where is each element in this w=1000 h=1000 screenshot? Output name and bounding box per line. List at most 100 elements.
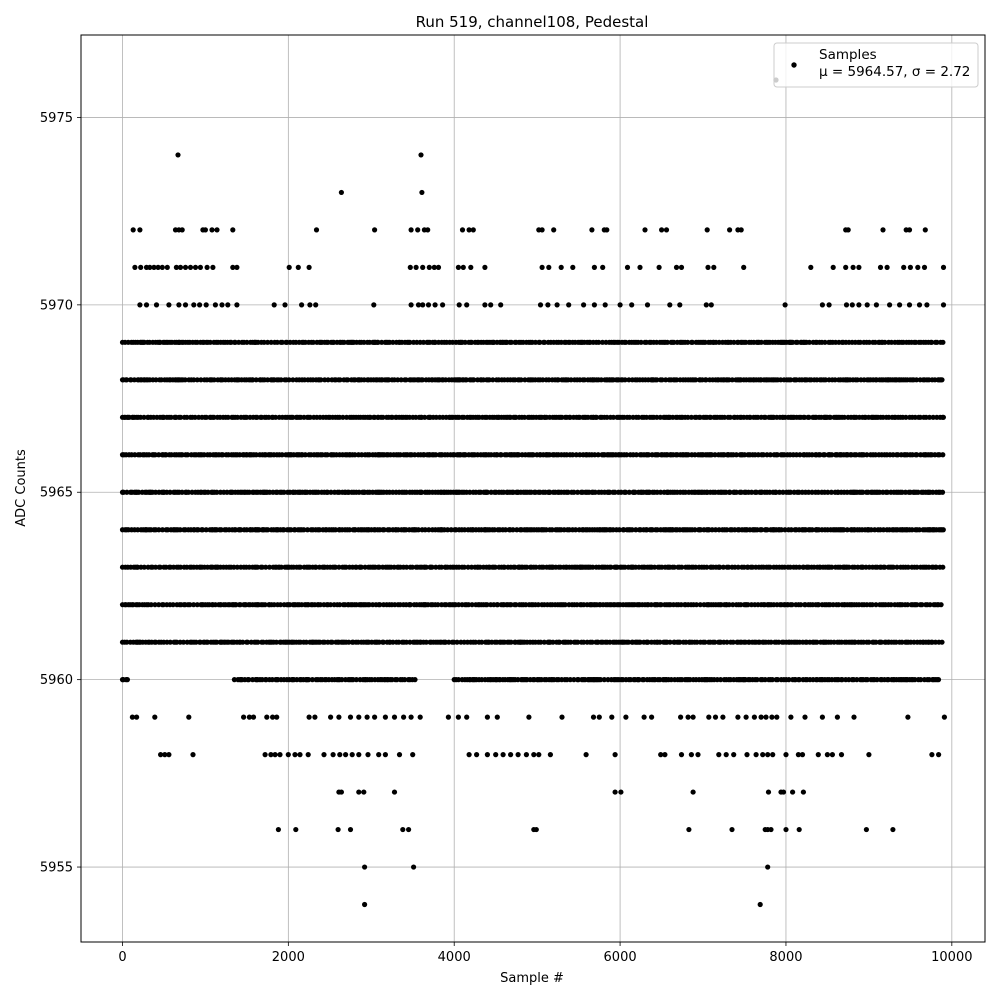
data-point <box>726 602 732 608</box>
legend-box <box>773 42 979 88</box>
data-point <box>191 602 197 608</box>
data-point <box>695 752 701 758</box>
data-point <box>482 264 488 270</box>
data-point <box>706 714 712 720</box>
data-point <box>422 414 428 420</box>
data-point <box>484 714 490 720</box>
data-point <box>602 302 608 308</box>
data-point <box>743 714 749 720</box>
data-point <box>926 414 933 420</box>
data-point <box>530 452 536 458</box>
data-point <box>905 602 911 608</box>
data-point <box>364 714 370 720</box>
data-point <box>396 752 403 758</box>
data-point <box>882 339 888 345</box>
data-point <box>180 639 187 645</box>
data-point <box>729 826 735 833</box>
data-point <box>268 752 274 758</box>
data-point <box>617 302 623 308</box>
data-point <box>733 489 739 495</box>
data-point <box>678 264 685 270</box>
data-point <box>510 527 516 533</box>
data-point <box>490 377 496 383</box>
data-point <box>306 264 312 270</box>
data-point <box>273 639 279 645</box>
data-point <box>703 377 709 383</box>
data-point <box>688 752 695 758</box>
data-point <box>864 452 870 458</box>
data-point <box>873 302 880 308</box>
data-point <box>380 414 386 420</box>
data-point <box>822 452 828 458</box>
data-point <box>894 564 900 570</box>
data-point <box>765 789 772 795</box>
data-point <box>903 414 909 420</box>
data-point <box>901 264 907 270</box>
data-point <box>764 527 770 533</box>
data-point <box>786 677 792 683</box>
data-point <box>717 564 723 570</box>
data-point <box>659 377 665 383</box>
data-point <box>536 752 542 758</box>
data-point <box>596 714 602 720</box>
data-point <box>565 489 571 495</box>
x-tick-label: 6000 <box>604 950 637 965</box>
data-point <box>469 602 475 608</box>
data-point <box>720 714 726 720</box>
data-point <box>758 714 764 720</box>
data-point <box>365 752 371 758</box>
data-point <box>417 714 423 720</box>
data-point <box>202 227 208 233</box>
data-point <box>234 264 240 270</box>
data-point <box>843 264 849 270</box>
data-point <box>685 339 691 345</box>
data-point <box>265 527 271 533</box>
data-point <box>539 264 545 270</box>
data-point <box>435 602 441 608</box>
data-point <box>730 639 736 645</box>
data-point <box>412 677 418 683</box>
data-point <box>343 752 349 758</box>
data-point <box>162 752 168 758</box>
x-tick-label: 2000 <box>272 950 305 965</box>
data-point <box>760 452 767 458</box>
data-point <box>401 714 407 720</box>
data-point <box>124 489 130 495</box>
data-point <box>612 789 618 795</box>
data-point <box>250 714 257 720</box>
data-point <box>712 639 718 645</box>
data-point <box>301 527 307 533</box>
data-point <box>264 714 270 720</box>
data-point <box>664 339 671 345</box>
data-point <box>595 452 601 458</box>
data-point <box>808 264 814 270</box>
data-point <box>767 564 773 570</box>
data-point <box>203 527 209 533</box>
y-axis-label: ADC Counts <box>14 449 29 527</box>
data-point <box>362 901 368 908</box>
data-point <box>790 789 796 795</box>
data-point <box>147 264 153 270</box>
data-point <box>295 264 301 270</box>
data-point <box>873 602 879 608</box>
data-point <box>780 789 787 795</box>
data-point <box>733 452 740 458</box>
data-point <box>124 677 130 683</box>
data-point <box>380 639 387 645</box>
data-point <box>704 227 710 233</box>
data-point <box>309 677 315 683</box>
data-point <box>829 452 835 458</box>
data-point <box>916 527 923 533</box>
data-point <box>638 339 644 345</box>
data-point <box>692 527 698 533</box>
data-point <box>598 377 604 383</box>
data-point <box>782 527 788 533</box>
data-point <box>167 639 173 645</box>
data-point <box>601 677 607 683</box>
data-point <box>275 826 281 833</box>
data-point <box>197 302 203 308</box>
data-point <box>914 564 920 570</box>
data-point <box>521 414 528 420</box>
data-point <box>724 639 730 645</box>
data-point <box>132 264 138 270</box>
